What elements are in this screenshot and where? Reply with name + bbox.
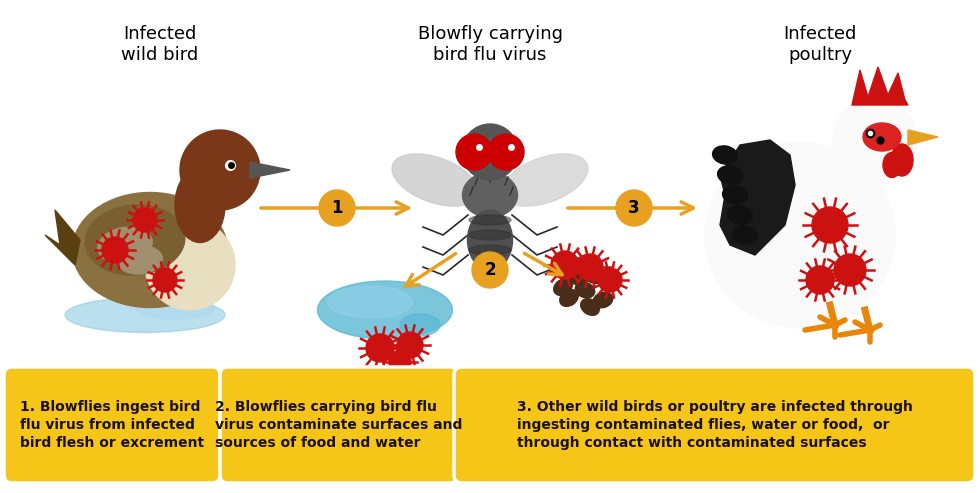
- Polygon shape: [720, 140, 795, 255]
- Text: 1. Blowflies ingest bird
flu virus from infected
bird flesh or excrement: 1. Blowflies ingest bird flu virus from …: [20, 400, 204, 451]
- Ellipse shape: [469, 215, 511, 225]
- Ellipse shape: [175, 168, 225, 243]
- Ellipse shape: [863, 123, 901, 151]
- Polygon shape: [852, 67, 908, 105]
- Ellipse shape: [722, 186, 748, 204]
- Text: Infected
wild bird: Infected wild bird: [122, 25, 199, 64]
- Circle shape: [319, 190, 355, 226]
- Ellipse shape: [575, 282, 595, 298]
- Text: Infected
poultry: Infected poultry: [783, 25, 857, 64]
- Ellipse shape: [712, 146, 737, 164]
- Ellipse shape: [727, 206, 753, 224]
- FancyBboxPatch shape: [220, 367, 458, 483]
- Ellipse shape: [467, 210, 513, 270]
- FancyBboxPatch shape: [454, 367, 975, 483]
- Circle shape: [397, 332, 423, 358]
- Circle shape: [812, 207, 848, 243]
- Circle shape: [488, 134, 524, 170]
- Circle shape: [616, 190, 652, 226]
- Ellipse shape: [733, 226, 758, 244]
- Ellipse shape: [135, 297, 215, 319]
- Ellipse shape: [463, 173, 517, 217]
- Ellipse shape: [717, 166, 743, 184]
- Ellipse shape: [327, 286, 413, 318]
- Ellipse shape: [560, 290, 579, 306]
- Circle shape: [598, 268, 622, 292]
- Circle shape: [577, 254, 603, 280]
- Ellipse shape: [98, 227, 152, 263]
- Ellipse shape: [594, 292, 612, 308]
- Circle shape: [806, 266, 834, 294]
- Circle shape: [551, 251, 579, 279]
- Circle shape: [153, 268, 177, 292]
- Ellipse shape: [85, 205, 185, 275]
- FancyBboxPatch shape: [4, 367, 220, 483]
- Ellipse shape: [554, 279, 572, 295]
- Circle shape: [833, 98, 917, 182]
- Ellipse shape: [583, 268, 603, 282]
- Circle shape: [133, 208, 157, 232]
- Circle shape: [180, 130, 260, 210]
- Circle shape: [102, 237, 128, 263]
- Ellipse shape: [601, 275, 619, 291]
- Text: 2: 2: [484, 261, 496, 279]
- Circle shape: [389, 351, 411, 373]
- Circle shape: [456, 134, 492, 170]
- Ellipse shape: [145, 220, 235, 310]
- Ellipse shape: [469, 230, 511, 240]
- Ellipse shape: [318, 281, 453, 339]
- Ellipse shape: [118, 246, 163, 274]
- Text: 3. Other wild birds or poultry are infected through
ingesting contaminated flies: 3. Other wild birds or poultry are infec…: [516, 400, 912, 451]
- Ellipse shape: [73, 192, 227, 308]
- Text: 3: 3: [628, 199, 640, 217]
- Ellipse shape: [469, 245, 511, 255]
- Ellipse shape: [580, 299, 600, 315]
- Text: 1: 1: [331, 199, 343, 217]
- Ellipse shape: [400, 314, 440, 336]
- Polygon shape: [908, 130, 938, 145]
- Ellipse shape: [891, 144, 913, 176]
- Text: Blowfly carrying
bird flu virus: Blowfly carrying bird flu virus: [417, 25, 563, 64]
- Circle shape: [366, 334, 394, 362]
- Ellipse shape: [567, 269, 587, 285]
- Ellipse shape: [705, 142, 895, 327]
- Ellipse shape: [883, 152, 901, 177]
- Text: 2. Blowflies carrying bird flu
virus contaminate surfaces and
sources of food an: 2. Blowflies carrying bird flu virus con…: [216, 400, 463, 451]
- Polygon shape: [45, 210, 80, 265]
- Circle shape: [834, 254, 866, 286]
- Circle shape: [462, 124, 518, 180]
- Ellipse shape: [65, 297, 225, 332]
- Circle shape: [472, 252, 508, 288]
- Ellipse shape: [502, 154, 588, 206]
- Ellipse shape: [392, 154, 478, 206]
- Polygon shape: [250, 162, 290, 178]
